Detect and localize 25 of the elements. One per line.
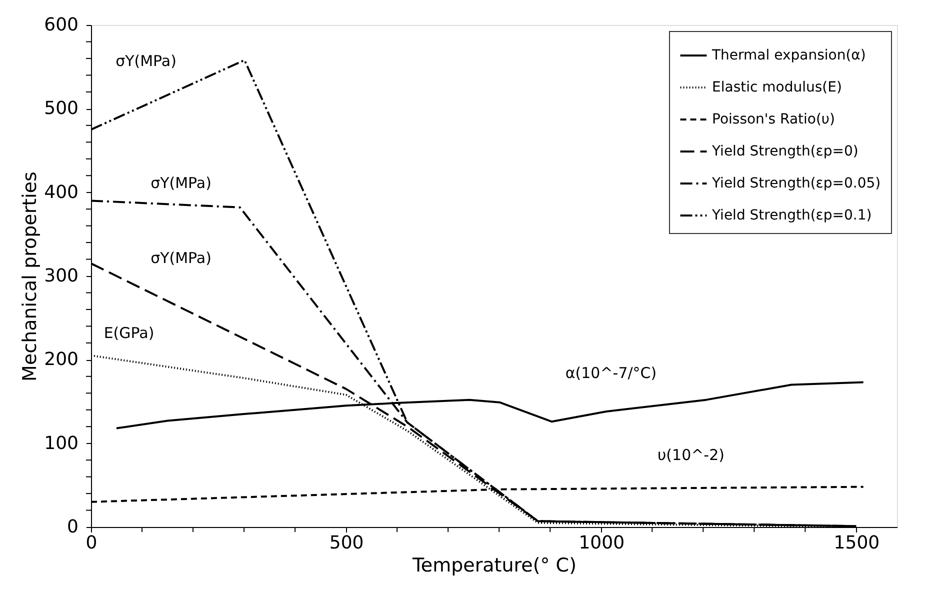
annotation: α(10^-7/°C) bbox=[565, 364, 657, 382]
annotation: E(GPa) bbox=[104, 324, 154, 342]
x-tick-label: 1500 bbox=[834, 532, 880, 554]
legend-label: Poisson's Ratio(υ) bbox=[712, 112, 835, 128]
y-tick-label: 500 bbox=[44, 98, 78, 120]
y-axis-title: Mechanical properties bbox=[19, 172, 42, 382]
x-axis-title: Temperature(° C) bbox=[412, 554, 576, 576]
legend-label: Thermal expansion(α) bbox=[711, 48, 866, 64]
y-tick-label: 200 bbox=[44, 349, 78, 370]
annotation: σY(MPa) bbox=[150, 249, 212, 267]
y-tick-label: 400 bbox=[44, 182, 78, 203]
legend-label: Yield Strength(εp=0.1) bbox=[711, 208, 872, 224]
annotation: σY(MPa) bbox=[116, 52, 176, 70]
y-tick-label: 300 bbox=[44, 266, 78, 286]
x-tick-label: 1000 bbox=[578, 532, 625, 554]
legend-label: Yield Strength(εp=0.05) bbox=[711, 176, 881, 192]
annotation: σY(MPa) bbox=[150, 174, 212, 192]
legend-label: Elastic modulus(E) bbox=[712, 80, 842, 96]
legend-label: Yield Strength(εp=0) bbox=[711, 144, 858, 160]
x-tick-label: 0 bbox=[86, 532, 98, 554]
annotation: υ(10^-2) bbox=[658, 446, 724, 464]
y-tick-label: 0 bbox=[67, 516, 78, 538]
y-tick-label: 100 bbox=[44, 432, 78, 454]
x-tick-label: 500 bbox=[329, 532, 364, 554]
y-tick-label: 600 bbox=[44, 14, 78, 36]
